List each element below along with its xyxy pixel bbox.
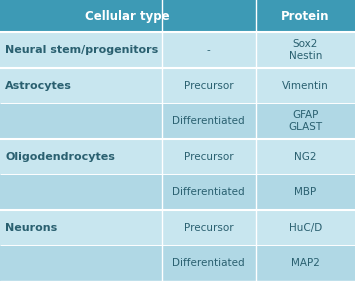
Bar	[0, 0, 162, 32]
Text: Differentiated: Differentiated	[172, 116, 245, 126]
Text: Sox2
Nestin: Sox2 Nestin	[289, 39, 322, 61]
Text: Precursor: Precursor	[184, 223, 233, 233]
Bar	[256, 210, 355, 246]
Text: Neural stem/progenitors: Neural stem/progenitors	[5, 45, 159, 55]
Bar	[162, 103, 256, 139]
Bar	[0, 175, 162, 210]
Bar	[162, 0, 256, 32]
Bar	[256, 139, 355, 175]
Text: Differentiated: Differentiated	[172, 187, 245, 197]
Bar	[0, 210, 162, 246]
Bar	[162, 210, 256, 246]
Text: Precursor: Precursor	[184, 152, 233, 162]
Bar	[256, 0, 355, 32]
Text: Oligodendrocytes: Oligodendrocytes	[5, 152, 115, 162]
Text: Protein: Protein	[281, 10, 329, 23]
Text: Vimentin: Vimentin	[282, 81, 329, 90]
Text: HuC/D: HuC/D	[289, 223, 322, 233]
Bar	[0, 139, 162, 175]
Bar	[162, 246, 256, 281]
Bar	[256, 32, 355, 68]
Text: GFAP
GLAST: GFAP GLAST	[288, 110, 322, 132]
Bar	[0, 246, 162, 281]
Bar	[162, 68, 256, 103]
Text: -: -	[207, 45, 211, 55]
Text: MBP: MBP	[294, 187, 316, 197]
Bar	[162, 32, 256, 68]
Bar	[256, 68, 355, 103]
Bar	[162, 175, 256, 210]
Text: Differentiated: Differentiated	[172, 258, 245, 268]
Text: NG2: NG2	[294, 152, 317, 162]
Text: Cellular type: Cellular type	[86, 10, 170, 23]
Bar	[0, 103, 162, 139]
Bar	[0, 68, 162, 103]
Text: Neurons: Neurons	[5, 223, 58, 233]
Text: Astrocytes: Astrocytes	[5, 81, 72, 90]
Text: Precursor: Precursor	[184, 81, 233, 90]
Bar	[162, 139, 256, 175]
Text: MAP2: MAP2	[291, 258, 320, 268]
Bar	[256, 175, 355, 210]
Bar	[256, 246, 355, 281]
Bar	[256, 103, 355, 139]
Bar	[0, 32, 162, 68]
